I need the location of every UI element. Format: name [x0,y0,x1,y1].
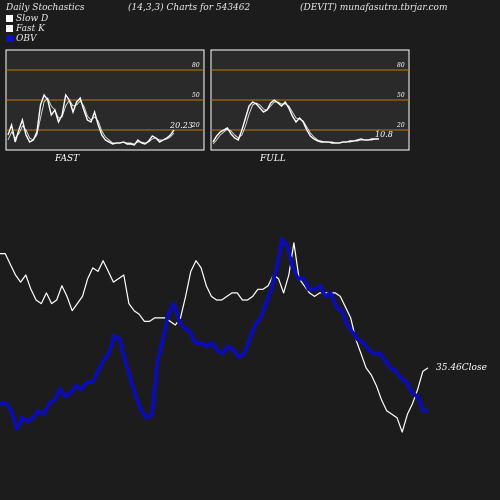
slow-d-line [7,97,175,145]
legend-label: Slow D [16,14,49,24]
legend-swatch-icon [6,25,13,32]
legend-fast-k: Fast K [6,24,45,34]
panel-label: FAST [54,154,80,164]
close-value-label: 35.46Close [436,363,487,373]
close-price-line [0,242,429,433]
panel-label: FULL [259,154,286,164]
legend-swatch-icon [6,15,13,22]
legend-swatch-icon [6,35,13,42]
last-value-label: 10.8 [375,130,393,139]
legend-slow-d: Slow D [6,14,48,24]
slow-d-line [212,101,379,145]
chart-title: Daily Stochastics [6,3,85,13]
level-tick-label: 50 [192,92,200,99]
legend-label: Fast K [16,24,45,34]
fast-k-line [212,99,379,144]
legend-label: OBV [16,34,37,44]
level-tick-label: 80 [192,62,200,69]
chart-site: (DEVIT) munafasutra.tbrjar.com [300,3,448,13]
level-tick-label: 20 [191,122,200,129]
last-value-label: 20.23 [169,121,193,130]
level-tick-label: 50 [397,92,405,99]
obv-line [0,237,428,431]
level-tick-label: 20 [396,122,405,129]
chart-params: (14,3,3) Charts for 543462 [128,3,251,13]
legend-obv: OBV [6,34,37,44]
level-tick-label: 80 [397,62,405,69]
